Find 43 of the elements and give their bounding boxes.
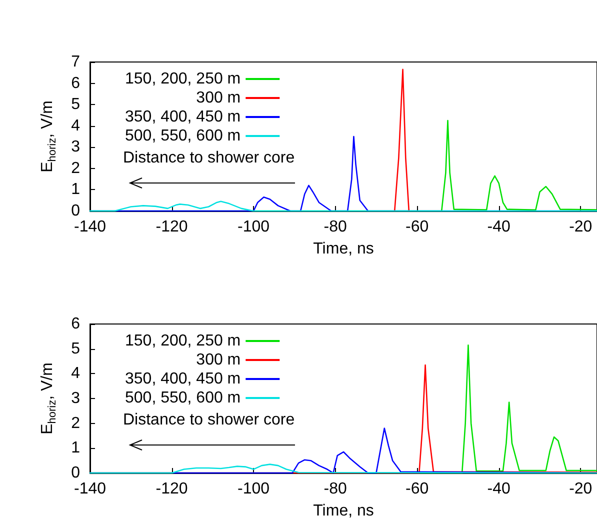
y-tick-label: 0 (71, 202, 80, 220)
x-tick-label: -40 (487, 480, 511, 498)
legend-label: 150, 200, 250 m (125, 332, 241, 350)
y-tick-label: 4 (71, 117, 80, 134)
annotation: Distance to shower core (123, 150, 295, 166)
y-tick-label: 4 (71, 365, 80, 382)
x-tick-label: -60 (406, 218, 429, 236)
x-tick-label: -140 (74, 480, 106, 498)
y-tick-label: 7 (71, 54, 80, 70)
x-tick-label: -100 (238, 218, 270, 236)
y-tick-label: 1 (71, 181, 80, 198)
x-axis-title: Time, ns (313, 502, 374, 520)
x-tick-label: -80 (324, 480, 347, 498)
y-tick-label: 2 (71, 414, 80, 432)
y-tick-label: 1 (71, 440, 80, 457)
y-tick-label: 3 (71, 138, 80, 156)
legend-label: 350, 400, 450 m (125, 108, 241, 126)
y-tick-label: 3 (71, 390, 80, 407)
x-tick-label: -60 (406, 480, 429, 498)
y-tick-label: 5 (71, 96, 80, 114)
x-tick-label: -40 (487, 218, 511, 236)
legend-label: 350, 400, 450 m (125, 370, 241, 388)
legend-label: 300 m (196, 352, 241, 368)
x-axis-title: Time, ns (313, 240, 374, 258)
x-tick-label: -120 (156, 218, 188, 236)
y-tick-label: 2 (71, 160, 80, 177)
y-tick-label: 6 (71, 74, 80, 92)
annotation: Distance to shower core (123, 412, 295, 428)
x-tick-label: -80 (324, 218, 347, 236)
x-tick-label: -120 (156, 480, 188, 498)
legend-label: 500, 550, 600 m (125, 390, 241, 406)
y-tick-label: 6 (71, 316, 80, 332)
x-tick-label: -100 (238, 480, 270, 498)
x-tick-label: -20 (569, 480, 592, 498)
legend-label: 300 m (196, 90, 241, 106)
x-tick-label: -20 (569, 218, 592, 236)
legend-label: 150, 200, 250 m (125, 70, 241, 88)
x-tick-label: -140 (74, 218, 106, 236)
y-axis-title: Ehoriz, V/m (39, 100, 58, 172)
legend-label: 500, 550, 600 m (125, 128, 241, 144)
y-axis-title: Ehoriz, V/m (39, 362, 58, 434)
y-tick-label: 5 (71, 340, 80, 358)
y-tick-label: 0 (71, 464, 80, 482)
